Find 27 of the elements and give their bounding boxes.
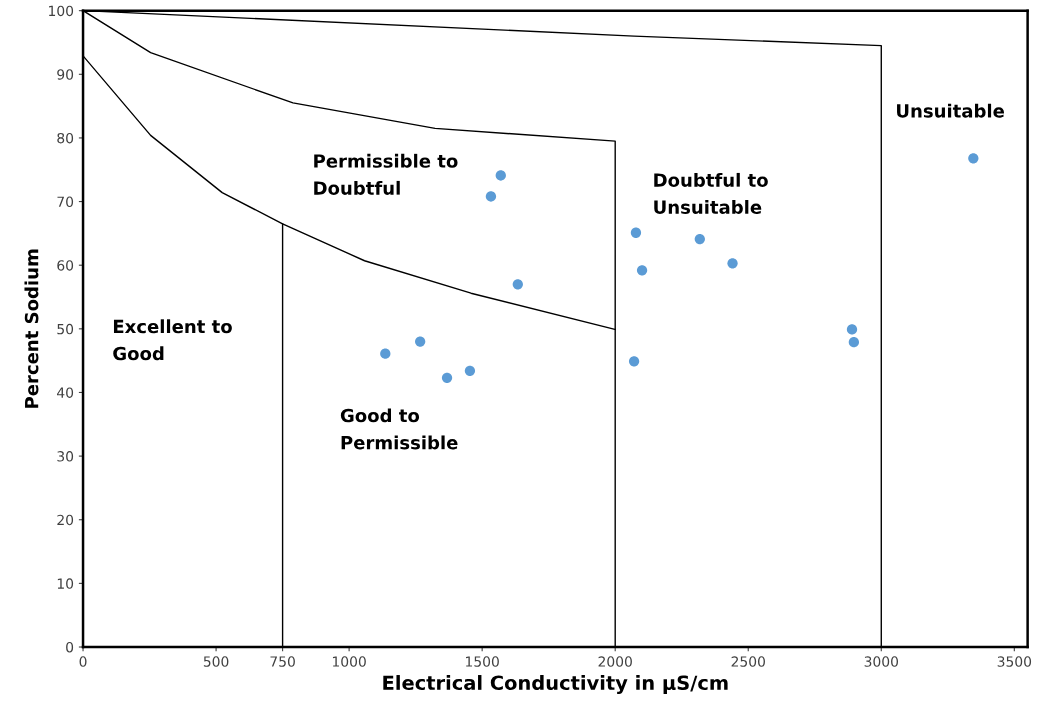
x-tick-label: 0	[79, 656, 87, 667]
annotation: Unsuitable	[897, 103, 1004, 118]
x-tick-label: 1000	[332, 656, 366, 667]
y-tick-label: 20	[57, 514, 74, 526]
y-tick-label: 80	[57, 132, 74, 144]
annotation: Permissible to Doubtful	[314, 153, 458, 195]
x-tick-label: 2000	[598, 656, 632, 667]
y-tick-label: 70	[57, 196, 74, 208]
x-axis-title: Electrical Conductivity in µS/cm	[383, 675, 728, 695]
x-tick-label: 2500	[731, 656, 765, 667]
y-tick-label: 100	[49, 5, 74, 17]
y-tick-label: 50	[57, 323, 74, 335]
x-tick-label: 3000	[864, 656, 899, 667]
y-axis-title: Percent Sodium	[24, 249, 39, 408]
y-tick-label: 10	[57, 578, 74, 589]
x-tick-label: 3500	[997, 656, 1032, 667]
annotation: Doubtful to Unsuitable	[654, 172, 768, 214]
annotation: Excellent to Good	[113, 319, 232, 361]
y-tick-label: 0	[66, 641, 74, 653]
x-tick-label: 500	[203, 656, 229, 667]
y-tick-label: 60	[57, 260, 74, 271]
y-tick-label: 90	[57, 69, 74, 80]
y-tick-label: 40	[57, 387, 74, 398]
x-tick-label: 750	[270, 656, 295, 667]
annotation: Good to Permissible	[340, 408, 458, 450]
x-tick-label: 1500	[466, 656, 499, 667]
y-tick-label: 30	[57, 451, 74, 462]
